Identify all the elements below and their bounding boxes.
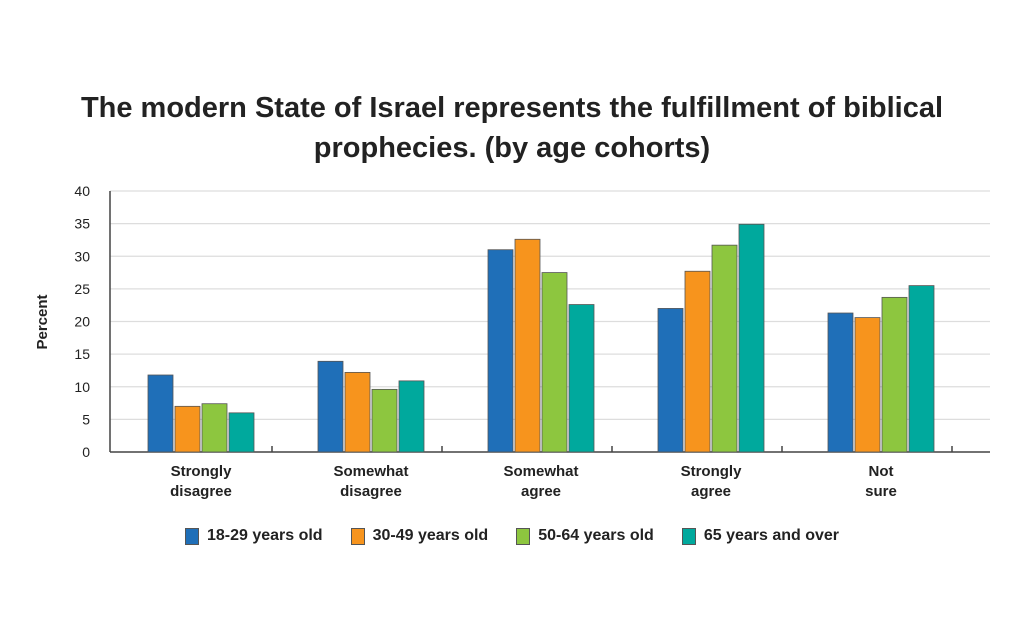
bar-30-49-years-old <box>344 371 371 453</box>
bar-50-64-years-old <box>711 244 738 453</box>
y-tick-label: 5 <box>82 411 90 427</box>
bar-18-29-years-old <box>657 308 684 453</box>
legend-label: 50-64 years old <box>538 527 654 544</box>
x-tick-label: agree <box>521 483 561 500</box>
x-tick-label: sure <box>865 483 897 500</box>
bar-18-29-years-old <box>827 312 854 453</box>
bar-30-49-years-old <box>854 317 881 453</box>
bar-18-29-years-old <box>317 360 344 453</box>
chart-title-line-2: prophecies. (by age cohorts) <box>313 132 711 164</box>
y-tick-label: 25 <box>74 281 90 297</box>
bar-18-29-years-old <box>487 249 514 453</box>
bar-50-64-years-old <box>201 403 228 453</box>
y-tick-label: 10 <box>74 379 90 395</box>
legend-item: 65 years and over <box>681 527 840 545</box>
legend-swatch <box>184 527 199 545</box>
x-tick-label: Strongly <box>681 463 742 480</box>
y-tick-label: 30 <box>74 248 90 264</box>
bar-50-64-years-old <box>371 388 398 453</box>
bar-30-49-years-old <box>684 270 711 453</box>
legend-swatch <box>516 527 531 545</box>
bar-65-years-and-over <box>908 285 935 453</box>
legend-swatch <box>681 527 696 545</box>
y-axis-label: Percent <box>34 294 51 349</box>
y-tick-label: 35 <box>74 216 90 232</box>
bar-50-64-years-old <box>881 296 908 453</box>
bar-50-64-years-old <box>541 272 568 453</box>
bar-65-years-and-over <box>398 380 425 453</box>
x-tick-label: agree <box>691 483 731 500</box>
x-tick-label: Not <box>869 463 894 480</box>
chart-title: The modern State of Israel represents th… <box>0 88 1024 168</box>
bar-30-49-years-old <box>514 238 541 453</box>
x-tick-label: Somewhat <box>333 463 408 480</box>
legend-swatch <box>350 527 365 545</box>
legend-item: 18-29 years old <box>184 527 323 545</box>
legend: 18-29 years old 30-49 years old 50-64 year… <box>0 527 1024 545</box>
x-tick-label: disagree <box>340 483 402 500</box>
y-tick-label: 15 <box>74 346 90 362</box>
bar-30-49-years-old <box>174 405 201 453</box>
y-tick-label: 40 <box>74 183 90 199</box>
bar-65-years-and-over <box>568 304 595 453</box>
x-tick-label: Somewhat <box>503 463 578 480</box>
legend-item: 30-49 years old <box>350 527 489 545</box>
bar-65-years-and-over <box>738 223 765 453</box>
chart-title-line-1: The modern State of Israel represents th… <box>80 92 944 124</box>
y-tick-label: 0 <box>82 444 90 460</box>
bar-65-years-and-over <box>228 412 255 453</box>
x-tick-label: disagree <box>170 483 232 500</box>
legend-label: 18-29 years old <box>206 527 323 544</box>
bar-18-29-years-old <box>147 374 174 453</box>
legend-label: 30-49 years old <box>372 527 489 544</box>
legend-item: 50-64 years old <box>516 527 654 545</box>
x-tick-label: Strongly <box>171 463 232 480</box>
y-tick-label: 20 <box>74 314 90 330</box>
legend-label: 65 years and over <box>703 527 840 544</box>
